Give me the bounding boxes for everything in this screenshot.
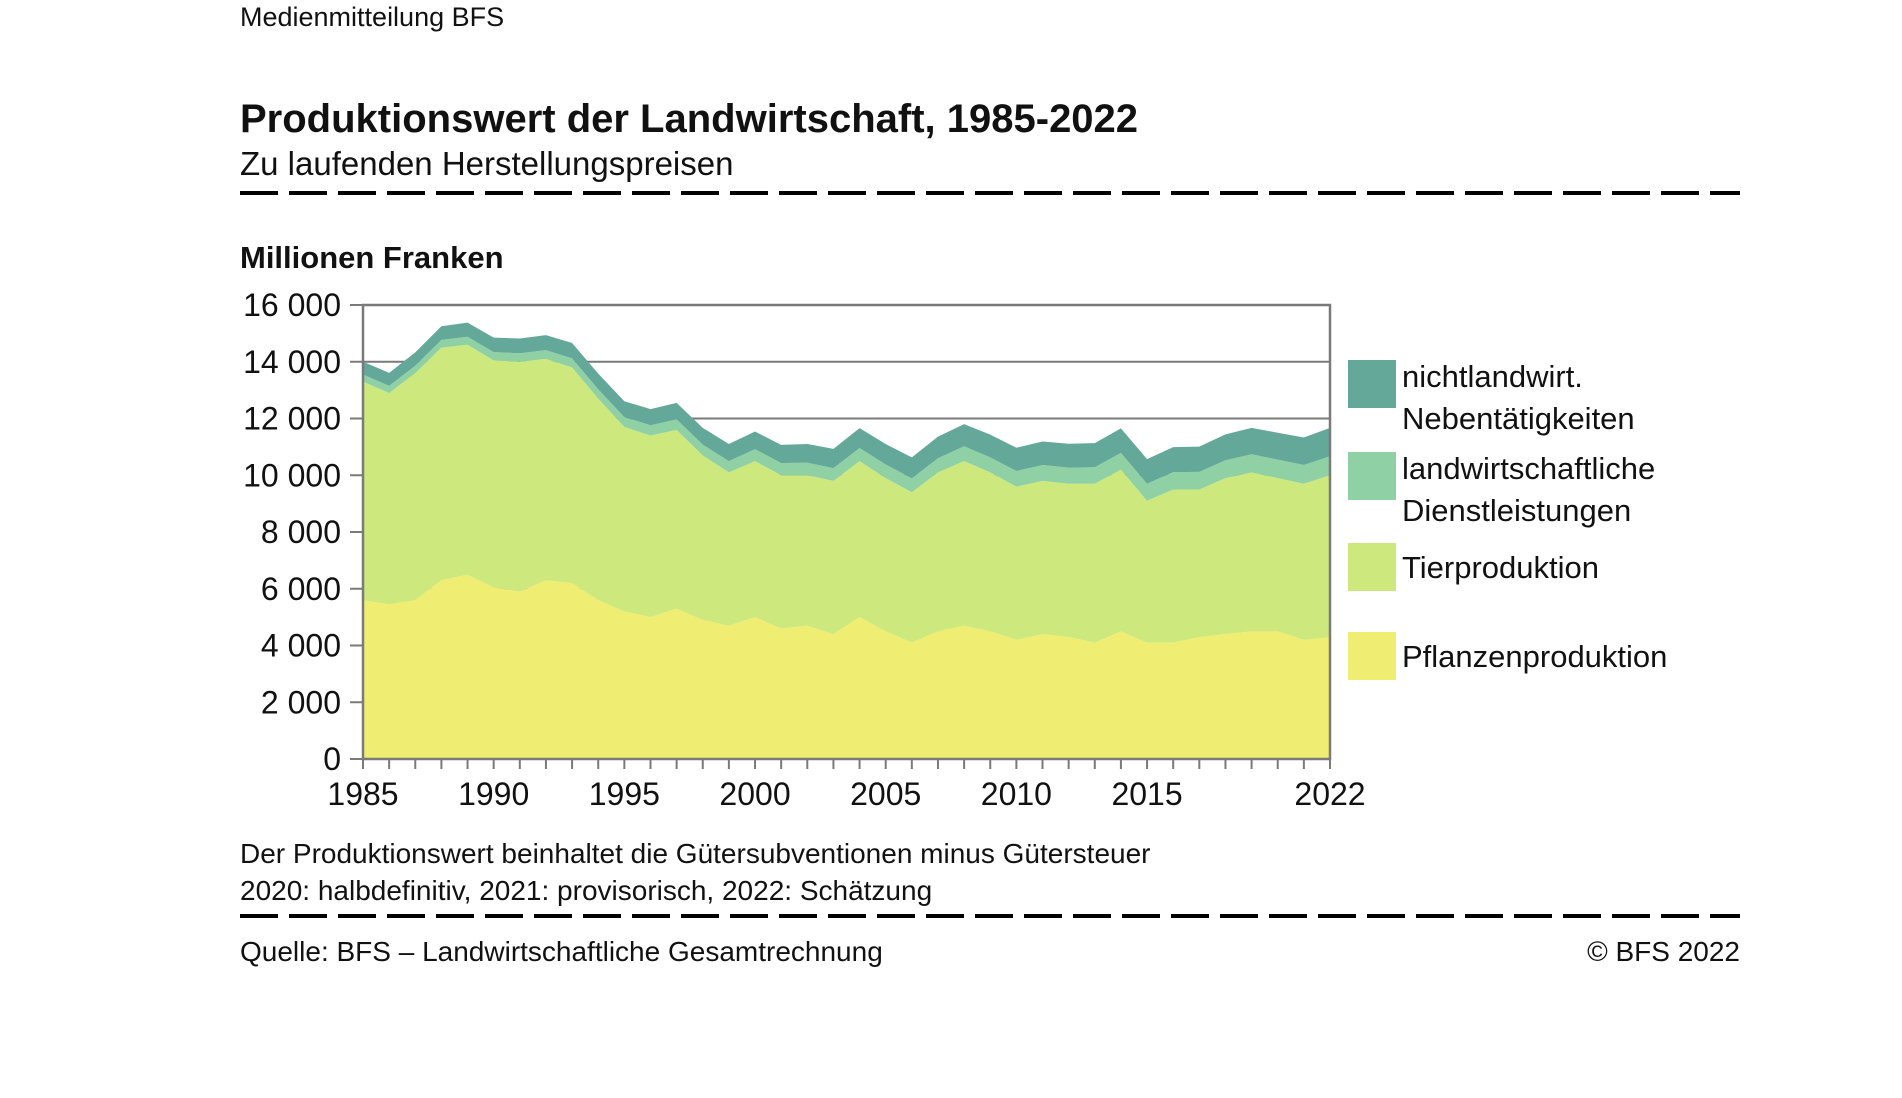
x-tick-label: 1985	[327, 776, 398, 812]
top-divider	[240, 191, 1740, 195]
area-nichtlandwirt--nebent-tigkeiten	[363, 322, 1330, 484]
x-tick-label: 2022	[1294, 776, 1365, 812]
chart-subtitle: Zu laufenden Herstellungspreisen	[240, 145, 734, 182]
y-axis-unit-label: Millionen Franken	[240, 240, 504, 275]
x-tick-label: 2000	[719, 776, 790, 812]
legend-label: landwirtschaftliche Dienstleistungen	[1402, 451, 1656, 528]
legend-swatch-icon	[1348, 452, 1396, 500]
y-tick-label: 8 000	[261, 514, 341, 550]
legend-label: Tierproduktion	[1402, 550, 1600, 585]
x-tick-label: 2005	[850, 776, 921, 812]
legend-swatch-icon	[1348, 543, 1396, 591]
y-tick-label: 0	[323, 741, 341, 777]
y-tick-label: 14 000	[243, 344, 341, 380]
document-kicker: Medienmitteilung BFS	[240, 2, 505, 32]
footnote-line-2: 2020: halbdefinitiv, 2021: provisorisch,…	[240, 875, 933, 906]
y-tick-label: 4 000	[261, 628, 341, 664]
area-pflanzenproduktion	[363, 574, 1330, 759]
legend-label: Pflanzenproduktion	[1402, 639, 1668, 674]
legend-label: nichtlandwirt. Nebentätigkeiten	[1402, 359, 1635, 436]
area-landwirtschaftliche-dienstleistungen	[363, 336, 1330, 501]
x-tick-label: 1995	[589, 776, 660, 812]
legend-swatch-icon	[1348, 632, 1396, 680]
y-tick-label: 10 000	[243, 457, 341, 493]
copyright: © BFS 2022	[1587, 936, 1740, 967]
footnote-line-1: Der Produktionswert beinhaltet die Güter…	[240, 838, 1151, 869]
y-tick-label: 2 000	[261, 684, 341, 720]
x-tick-label: 2010	[981, 776, 1052, 812]
x-tick-label: 2015	[1111, 776, 1182, 812]
bottom-divider	[240, 914, 1740, 918]
x-tick-label: 1990	[458, 776, 529, 812]
y-tick-label: 12 000	[243, 401, 341, 437]
legend-swatch-icon	[1348, 360, 1396, 408]
source-line: Quelle: BFS – Landwirtschaftliche Gesamt…	[240, 936, 883, 967]
y-tick-label: 6 000	[261, 571, 341, 607]
chart-title: Produktionswert der Landwirtschaft, 1985…	[240, 97, 1139, 141]
y-tick-label: 16 000	[243, 287, 341, 323]
area-tierproduktion	[363, 344, 1330, 643]
